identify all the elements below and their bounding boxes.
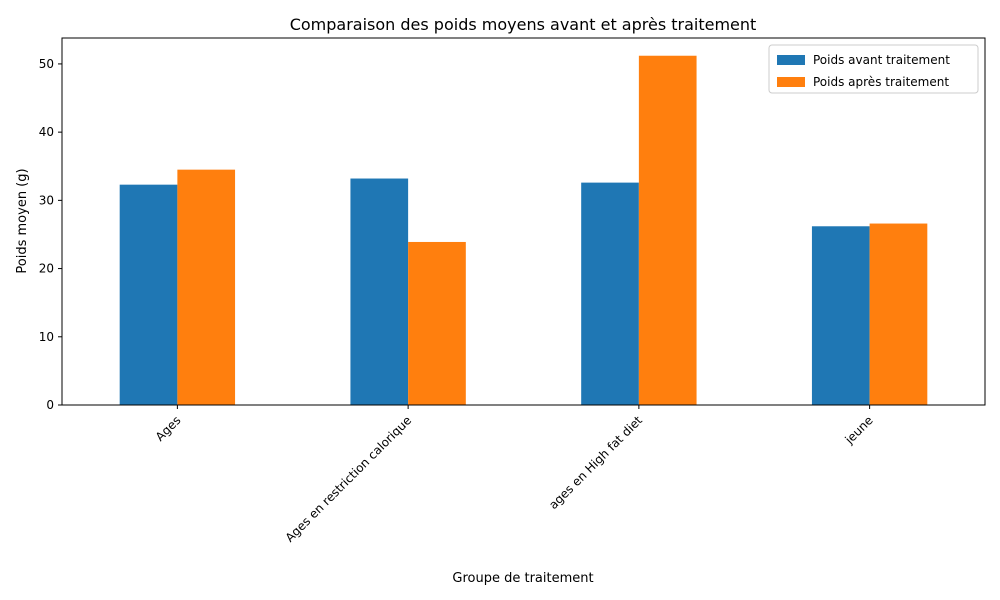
bars-group (119, 55, 928, 406)
y-tick-label: 20 (39, 262, 54, 276)
legend-frame (768, 44, 979, 94)
y-tick-label: 0 (46, 398, 54, 412)
bar-before-1 (350, 178, 409, 405)
y-tick-label: 40 (39, 125, 54, 139)
y-tick-label: 30 (39, 193, 54, 207)
bar-before-3 (811, 226, 870, 405)
plot-frame (61, 37, 986, 406)
x-tick-label: ages en High fat diet (546, 413, 645, 512)
y-axis: 0 10 20 30 40 50 (39, 57, 62, 412)
legend: Poids avant traitement Poids après traite… (768, 44, 979, 94)
legend-label: Poids après traitement (813, 75, 949, 89)
x-tick-label: jeune (842, 413, 876, 447)
bar-after-0 (177, 169, 236, 405)
x-axis: Ages Ages en restriction calorique ages en… (153, 405, 876, 545)
y-tick-label: 10 (39, 330, 54, 344)
bar-before-0 (119, 184, 178, 405)
bar-after-1 (408, 241, 466, 405)
legend-swatch (777, 55, 805, 65)
x-tick-label: Ages (153, 413, 184, 444)
chart-title: Comparaison des poids moyens avant et ap… (290, 15, 757, 34)
legend-label: Poids avant traitement (813, 53, 950, 67)
x-tick-label: Ages en restriction calorique (283, 413, 415, 545)
bar-before-2 (581, 182, 639, 405)
y-tick-label: 50 (39, 57, 54, 71)
legend-swatch (777, 77, 805, 87)
bar-after-2 (638, 55, 697, 406)
bar-after-3 (869, 223, 928, 405)
y-axis-label: Poids moyen (g) (15, 168, 30, 273)
x-axis-label: Groupe de traitement (452, 571, 593, 586)
